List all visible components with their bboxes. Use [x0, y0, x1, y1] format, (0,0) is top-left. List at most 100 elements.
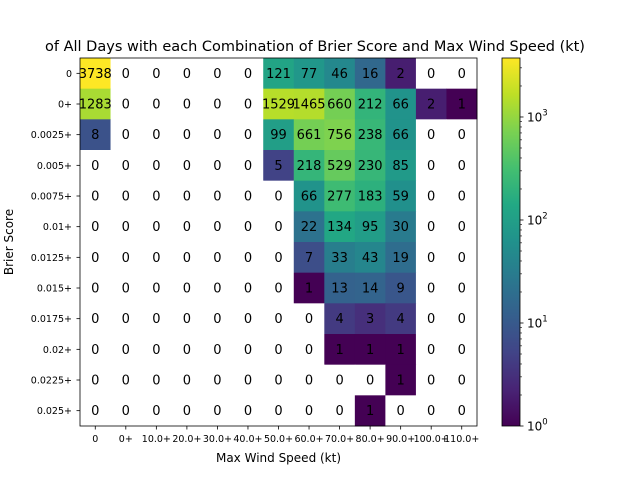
cell-value-label: 756	[327, 128, 352, 143]
heatmap-cell	[232, 272, 264, 304]
cell-value-label: 0	[244, 282, 252, 297]
heatmap-cell	[263, 303, 295, 335]
cell-value-label: 0	[183, 251, 191, 266]
heatmap-cell	[141, 364, 173, 396]
heatmap-cell	[415, 180, 447, 212]
heatmap-cell	[263, 119, 295, 151]
heatmap-cell	[324, 334, 356, 366]
cell-value-label: 529	[327, 159, 352, 174]
heatmap-cell	[232, 334, 264, 366]
colorbar-tick-label: 101	[527, 314, 548, 330]
cell-value-label: 0	[244, 220, 252, 235]
cell-value-label: 9	[397, 282, 405, 297]
cell-value-label: 0	[213, 67, 221, 82]
heatmap-cell	[110, 88, 142, 120]
cell-value-label: 0	[213, 343, 221, 358]
x-tick-label: 70.0+	[325, 434, 354, 445]
cell-value-label: 0	[213, 404, 221, 419]
cell-value-label: 13	[331, 282, 348, 297]
heatmap-cell	[263, 242, 295, 274]
cell-value-label: 1	[458, 98, 466, 113]
cell-value-label: 0	[458, 190, 466, 205]
cell-value-label: 0	[152, 220, 160, 235]
heatmap-cell	[202, 395, 234, 427]
heatmap-cell	[293, 150, 325, 182]
cell-value-label: 0	[274, 190, 282, 205]
cell-value-label: 0	[274, 374, 282, 389]
cell-value-label: 0	[152, 190, 160, 205]
cell-value-label: 0	[213, 282, 221, 297]
y-tick-label: 0.02+	[43, 345, 72, 356]
x-tick-label: 0+	[119, 434, 133, 445]
heatmap-cell	[354, 364, 386, 396]
heatmap-cell	[385, 395, 417, 427]
heatmap-cell	[202, 180, 234, 212]
heatmap-cell	[354, 211, 386, 243]
heatmap-cell	[80, 88, 111, 120]
cell-value-label: 0	[397, 404, 405, 419]
heatmap-cell	[293, 242, 325, 274]
heatmap-cell	[232, 364, 264, 396]
cell-value-label: 4	[397, 312, 405, 327]
cell-value-label: 0	[122, 282, 130, 297]
x-tick-label: 40.0+	[233, 434, 262, 445]
heatmap-cell	[324, 395, 356, 427]
colorbar-tick-label: 100	[527, 418, 548, 434]
cell-value-label: 0	[183, 220, 191, 235]
cell-value-label: 66	[392, 128, 409, 143]
cell-value-label: 0	[91, 404, 99, 419]
y-tick-label: 0+	[58, 100, 72, 111]
heatmap-cell	[354, 303, 386, 335]
heatmap-cell	[293, 88, 325, 120]
cell-value-label: 0	[183, 282, 191, 297]
heatmap-cell	[141, 334, 173, 366]
heatmap-cell	[80, 119, 111, 151]
cell-value-label: 218	[297, 159, 322, 174]
cell-value-label: 0	[244, 312, 252, 327]
heatmap-cell	[202, 211, 234, 243]
heatmap-cell	[354, 272, 386, 304]
heatmap-cell	[263, 88, 295, 120]
heatmap-cell	[293, 364, 325, 396]
heatmap-cell	[202, 119, 234, 151]
cell-value-label: 14	[362, 282, 379, 297]
heatmap-cell	[385, 88, 417, 120]
cell-value-label: 0	[244, 404, 252, 419]
cell-value-label: 77	[301, 67, 318, 82]
heatmap-cell	[110, 119, 142, 151]
heatmap-cell	[80, 180, 111, 212]
cell-value-label: 0	[458, 251, 466, 266]
cell-value-label: 0	[427, 312, 435, 327]
heatmap-cell	[202, 364, 234, 396]
heatmap-cell	[171, 180, 203, 212]
heatmap-cell	[385, 58, 417, 90]
x-tick-label: 80.0+	[356, 434, 385, 445]
cell-value-label: 0	[183, 343, 191, 358]
heatmap-cell	[141, 180, 173, 212]
cell-value-label: 0	[458, 159, 466, 174]
y-tick-label: 0.01+	[43, 222, 72, 233]
heatmap-cell	[141, 303, 173, 335]
cell-value-label: 0	[274, 220, 282, 235]
cell-value-label: 0	[458, 343, 466, 358]
heatmap-cell	[171, 303, 203, 335]
cell-value-label: 0	[122, 190, 130, 205]
cell-value-label: 0	[335, 404, 343, 419]
heatmap-cell	[110, 180, 142, 212]
heatmap-cell	[446, 242, 478, 274]
cell-value-label: 0	[244, 374, 252, 389]
heatmap-cell	[354, 334, 386, 366]
cell-value-label: 0	[91, 220, 99, 235]
heatmap-cell	[232, 211, 264, 243]
heatmap-cell	[80, 303, 111, 335]
cell-value-label: 0	[152, 98, 160, 113]
cell-value-label: 230	[358, 159, 383, 174]
cell-value-label: 1283	[79, 98, 112, 113]
cell-value-label: 0	[91, 343, 99, 358]
heatmap-cell	[385, 150, 417, 182]
cell-value-label: 0	[274, 312, 282, 327]
cell-value-label: 0	[244, 251, 252, 266]
heatmap-cell	[110, 150, 142, 182]
cell-value-label: 0	[183, 190, 191, 205]
cell-value-label: 85	[392, 159, 409, 174]
